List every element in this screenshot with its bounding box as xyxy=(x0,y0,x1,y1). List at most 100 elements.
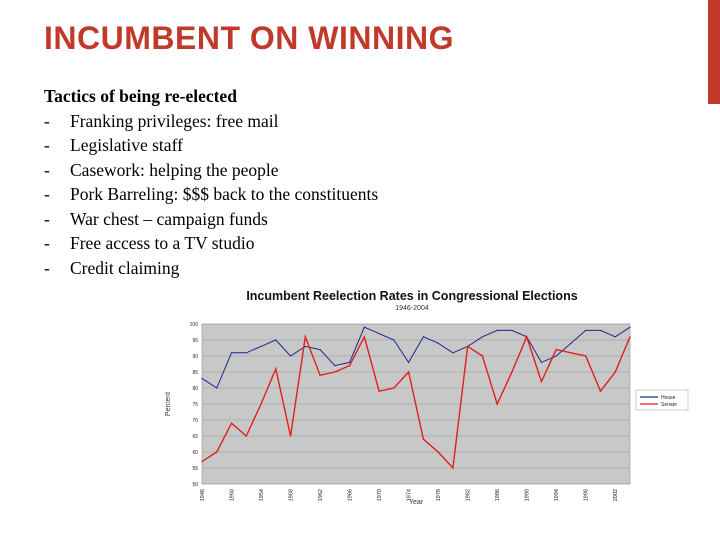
data-point xyxy=(511,371,513,373)
x-tick-label: 1946 xyxy=(200,489,206,501)
chart-subtitle: 1946-2004 xyxy=(395,305,429,312)
data-point xyxy=(614,336,616,338)
data-point xyxy=(275,368,277,370)
bullet-marker: - xyxy=(44,257,50,278)
x-tick-label: 1958 xyxy=(289,489,295,501)
bullet-text: Free access to a TV studio xyxy=(70,233,255,253)
x-tick-label: 1974 xyxy=(407,489,413,501)
x-tick-label: 1978 xyxy=(436,489,442,501)
data-point xyxy=(275,339,277,341)
bullet-text: War chest – campaign funds xyxy=(70,208,268,229)
data-point xyxy=(555,355,557,357)
bullet-item: - Free access to a TV studio xyxy=(44,231,378,256)
data-point xyxy=(319,374,321,376)
data-point xyxy=(540,361,543,363)
data-point xyxy=(378,333,380,335)
bullet-marker: - xyxy=(44,135,50,155)
slide-title: INCUMBENT ON WINNING xyxy=(44,20,454,56)
data-point xyxy=(467,345,469,347)
data-point xyxy=(201,377,203,379)
bullet-marker: - xyxy=(44,110,50,131)
data-point xyxy=(319,349,321,351)
data-point xyxy=(629,336,631,338)
bullet-item: - Legislative staff xyxy=(44,133,378,158)
data-point xyxy=(422,336,424,338)
data-point xyxy=(334,371,336,373)
data-point xyxy=(614,371,616,373)
y-tick-label: 90 xyxy=(192,354,198,360)
data-point xyxy=(437,451,439,453)
data-point xyxy=(496,403,498,405)
x-tick-label: 1994 xyxy=(554,489,560,501)
data-point xyxy=(363,336,365,338)
y-axis-label: Percent xyxy=(165,392,172,416)
x-tick-label: 1962 xyxy=(318,489,324,501)
chart-title: Incumbent Reelection Rates in Congressio… xyxy=(246,289,577,303)
x-tick-label: 1986 xyxy=(495,489,501,501)
bullet-marker: - xyxy=(44,208,50,229)
x-tick-label: 1970 xyxy=(377,489,383,501)
y-tick-label: 65 xyxy=(192,434,198,440)
bullet-list: - Franking privileges: free mail - Legislat… xyxy=(44,109,378,281)
y-tick-label: 100 xyxy=(190,322,199,328)
data-point xyxy=(481,355,484,357)
bullet-text: Pork Barreling: $$$ back to the constitu… xyxy=(70,184,379,204)
bullet-text: Franking privileges: free mail xyxy=(70,110,279,131)
bullet-text: Legislative staff xyxy=(70,135,183,155)
data-point xyxy=(289,435,292,437)
data-point xyxy=(304,345,306,347)
data-point xyxy=(422,438,424,440)
data-point xyxy=(452,467,454,469)
bullet-text: Credit claiming xyxy=(70,257,180,278)
data-point xyxy=(570,352,572,354)
data-point xyxy=(452,352,454,354)
data-point xyxy=(393,339,395,341)
data-point xyxy=(526,336,528,338)
data-point xyxy=(496,329,498,331)
data-point xyxy=(599,390,602,392)
data-point xyxy=(348,365,351,367)
data-point xyxy=(585,355,587,357)
data-point xyxy=(216,451,218,453)
y-tick-label: 55 xyxy=(192,466,198,472)
x-tick-label: 2002 xyxy=(613,489,619,501)
data-point xyxy=(348,361,351,363)
bullet-item: - Franking privileges: free mail xyxy=(44,109,378,134)
bullet-item: - Credit claiming xyxy=(44,256,378,281)
y-tick-label: 80 xyxy=(192,386,198,392)
data-point xyxy=(481,336,484,338)
bullet-item: - Pork Barreling: $$$ back to the constit… xyxy=(44,182,378,207)
y-tick-label: 60 xyxy=(192,450,198,456)
accent-bar xyxy=(708,0,720,104)
y-tick-label: 95 xyxy=(192,338,198,344)
y-tick-label: 50 xyxy=(192,482,198,488)
y-tick-labels: 100 95 90 85 80 75 70 65 60 55 50 xyxy=(190,322,199,488)
data-point xyxy=(629,326,631,328)
bullet-item: - Casework: helping the people xyxy=(44,158,378,183)
series-line-house xyxy=(201,326,631,389)
x-tick-label: 1954 xyxy=(259,489,265,501)
incumbent-chart: Incumbent Reelection Rates in Congressio… xyxy=(162,286,694,508)
chart-svg: Incumbent Reelection Rates in Congressio… xyxy=(162,286,694,508)
data-point xyxy=(289,355,292,357)
data-point xyxy=(540,381,543,383)
series-line-senate xyxy=(201,334,631,470)
x-tick-label: 1950 xyxy=(230,489,236,501)
data-point xyxy=(334,365,336,367)
data-point xyxy=(230,352,233,354)
x-tick-label: 1982 xyxy=(466,489,472,501)
data-point xyxy=(408,361,410,363)
y-tick-label: 85 xyxy=(192,370,198,376)
data-point xyxy=(555,349,557,351)
y-tick-label: 70 xyxy=(192,418,198,424)
data-point xyxy=(260,403,262,405)
data-point xyxy=(230,422,233,424)
x-tick-label: 1990 xyxy=(525,489,531,501)
bullet-marker: - xyxy=(44,184,50,204)
data-point xyxy=(585,329,587,331)
data-point xyxy=(570,342,572,344)
bullet-item: - War chest – campaign funds xyxy=(44,207,378,232)
x-tick-label: 1966 xyxy=(348,489,354,501)
slide-heading: Tactics of being re-elected xyxy=(44,86,237,106)
